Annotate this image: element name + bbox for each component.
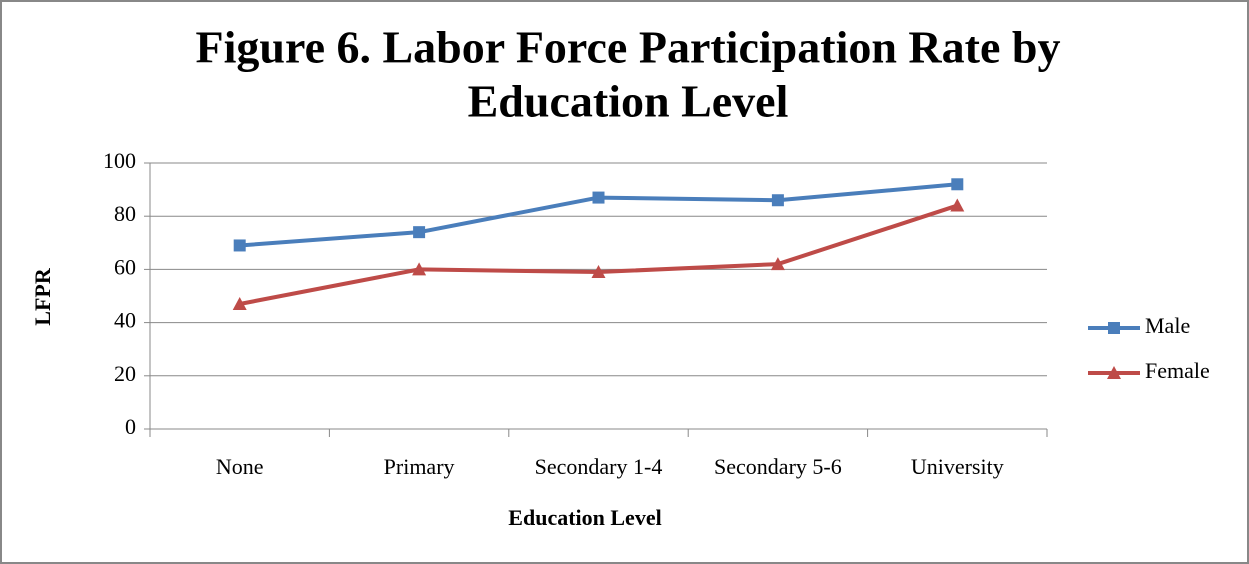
chart-title: Figure 6. Labor Force Participation Rate… — [196, 22, 1061, 73]
series-line — [239, 203, 958, 306]
y-tick-label: 20 — [114, 361, 136, 386]
x-tick-label: Secondary 1-4 — [535, 454, 663, 479]
marker — [950, 198, 965, 212]
marker — [232, 296, 247, 310]
y-tick-label: 60 — [114, 254, 136, 279]
x-tick-label: None — [216, 454, 264, 479]
marker — [592, 191, 605, 204]
x-tick-label: University — [911, 454, 1004, 479]
legend-label: Female — [1145, 358, 1210, 383]
y-tick-label: 40 — [114, 308, 136, 333]
y-tick-label: 100 — [103, 148, 136, 173]
marker — [1108, 322, 1120, 334]
x-tick-label: Primary — [384, 454, 455, 479]
marker — [771, 194, 784, 207]
y-tick-label: 0 — [125, 414, 136, 439]
x-axis-label: Education Level — [508, 505, 661, 530]
y-axis-label: LFPR — [30, 267, 55, 326]
legend-label: Male — [1145, 313, 1190, 338]
marker — [591, 265, 606, 279]
marker — [413, 226, 426, 239]
marker — [412, 262, 427, 276]
chart-title: Education Level — [468, 76, 789, 127]
marker — [770, 257, 785, 271]
marker — [951, 178, 964, 191]
y-tick-label: 80 — [114, 201, 136, 226]
marker — [1107, 366, 1121, 379]
marker — [233, 239, 246, 252]
x-tick-label: Secondary 5-6 — [714, 454, 842, 479]
